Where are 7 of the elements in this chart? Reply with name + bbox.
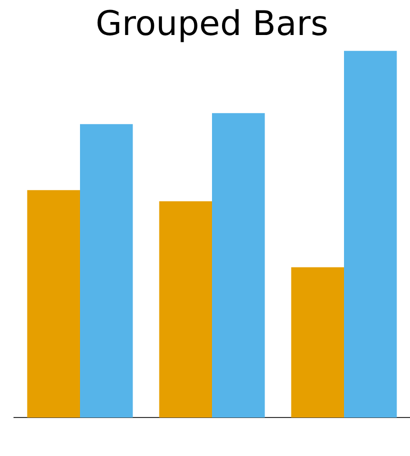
bar <box>159 201 212 418</box>
bar <box>27 190 80 418</box>
bar <box>80 124 133 418</box>
bar <box>291 267 344 418</box>
chart-title: Grouped Bars <box>96 4 328 44</box>
bar <box>344 50 397 418</box>
bar <box>212 113 265 418</box>
